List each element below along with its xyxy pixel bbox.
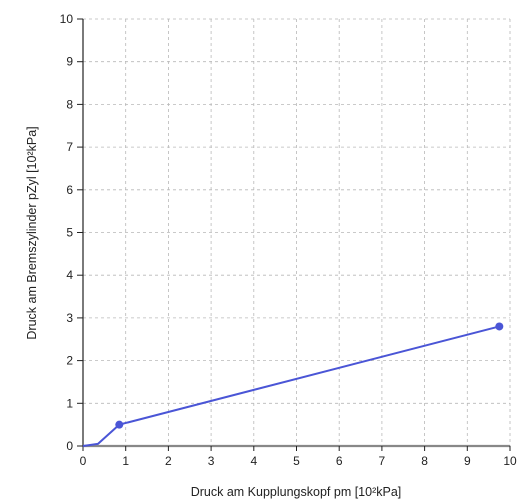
y-tick-label: 4 (66, 268, 73, 282)
x-tick-label: 3 (208, 454, 215, 468)
y-axis-label: Druck am Bremszylinder pZyl [10²kPa] (25, 126, 39, 339)
data-point (495, 322, 504, 331)
x-tick-label: 6 (336, 454, 343, 468)
grid (83, 18, 511, 446)
y-tick-label: 1 (66, 396, 73, 410)
y-tick-label: 0 (66, 439, 73, 453)
x-axis-label: Druck am Kupplungskopf pm [10²kPa] (191, 485, 402, 499)
y-tick-label: 7 (66, 140, 73, 154)
y-tick-label: 2 (66, 354, 73, 368)
data-point (115, 420, 124, 429)
x-tick-label: 2 (165, 454, 172, 468)
series-group (82, 322, 504, 447)
x-tick-label: 10 (503, 454, 517, 468)
x-tick-label: 5 (293, 454, 300, 468)
y-tick-label: 3 (66, 311, 73, 325)
y-tick-label: 6 (66, 183, 73, 197)
x-tick-label: 7 (379, 454, 386, 468)
y-tick-labels: 0 1 2 3 4 5 6 7 8 9 10 (60, 12, 74, 453)
x-tick-label: 4 (250, 454, 257, 468)
x-tick-label: 8 (421, 454, 428, 468)
y-tick-label: 9 (66, 55, 73, 69)
y-tick-label: 10 (60, 12, 74, 26)
y-tick-label: 8 (66, 97, 73, 111)
y-tick-label: 5 (66, 226, 73, 240)
x-tick-label: 9 (464, 454, 471, 468)
x-tick-labels: 0 1 2 3 4 5 6 7 8 9 10 (80, 454, 517, 468)
x-tick-label: 1 (122, 454, 129, 468)
series-line (82, 325, 500, 447)
axes (77, 18, 511, 451)
x-tick-label: 0 (80, 454, 87, 468)
